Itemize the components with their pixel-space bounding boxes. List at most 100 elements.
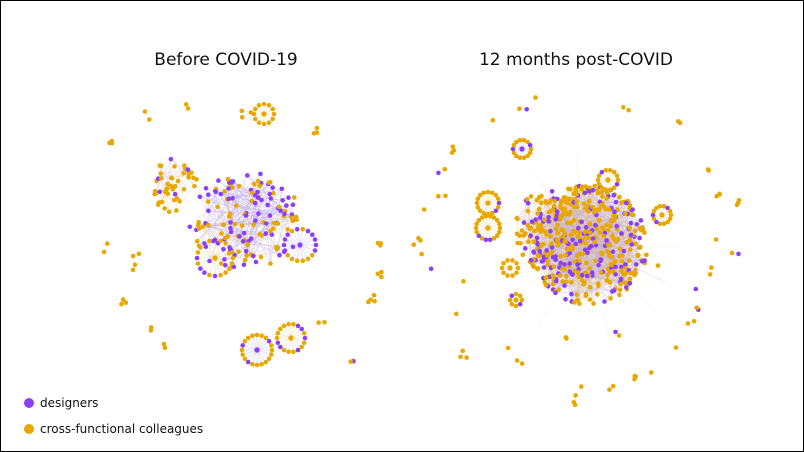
- designer-node: [537, 248, 542, 254]
- colleague-node: [519, 228, 525, 233]
- colleague-node: [230, 255, 236, 261]
- network-edge: [225, 237, 248, 245]
- designer-node: [612, 209, 617, 215]
- colleague-node: [550, 282, 556, 287]
- designer-node: [245, 173, 250, 178]
- designer-node: [202, 241, 207, 246]
- colleague-node: [717, 192, 722, 197]
- designer-node: [611, 288, 617, 293]
- colleague-node: [526, 239, 531, 244]
- colleague-node: [564, 211, 569, 217]
- colleague-node: [555, 222, 561, 228]
- network-edge: [614, 194, 632, 224]
- colleague-node: [633, 267, 638, 273]
- designer-node: [313, 242, 319, 248]
- colleague-node: [623, 211, 628, 216]
- designer-node: [736, 251, 741, 257]
- colleague-node: [223, 270, 228, 275]
- colleague-node: [539, 193, 544, 199]
- colleague-node: [505, 258, 510, 263]
- colleague-node: [162, 206, 167, 211]
- network-edge: [299, 229, 304, 246]
- colleague-node: [525, 208, 531, 214]
- network-edge: [578, 203, 585, 270]
- designer-node: [258, 171, 263, 177]
- colleague-node: [454, 311, 459, 317]
- designer-node: [619, 264, 624, 270]
- designer-node: [584, 273, 590, 279]
- colleague-node: [418, 238, 423, 243]
- designer-node: [550, 254, 556, 260]
- colleague-node: [538, 200, 544, 205]
- colleague-node: [300, 258, 306, 264]
- network-edge: [291, 244, 301, 260]
- colleague-node: [574, 199, 579, 204]
- colleague-node: [607, 187, 613, 192]
- colleague-node: [566, 196, 572, 202]
- colleague-node: [632, 272, 637, 278]
- network-edge: [585, 249, 642, 261]
- colleague-node: [532, 228, 537, 234]
- network-edge: [607, 243, 641, 248]
- network-edge: [208, 201, 247, 252]
- designer-node: [168, 156, 174, 162]
- designer-node: [197, 194, 203, 200]
- designer-node: [634, 262, 639, 267]
- colleague-node: [571, 228, 576, 234]
- colleague-node: [517, 155, 523, 161]
- colleague-node: [601, 203, 606, 209]
- colleague-node: [615, 236, 621, 242]
- colleague-node: [611, 185, 617, 191]
- colleague-node: [601, 233, 606, 239]
- network-edge: [540, 213, 567, 277]
- colleague-node: [181, 170, 186, 176]
- colleague-node: [305, 256, 311, 262]
- network-edge: [539, 200, 562, 229]
- colleague-node: [521, 137, 527, 143]
- colleague-node: [105, 241, 110, 246]
- designer-node: [265, 202, 271, 208]
- colleague-node: [622, 280, 627, 285]
- network-edge: [525, 200, 527, 234]
- colleague-node: [519, 297, 525, 303]
- designer-node: [554, 209, 560, 215]
- colleague-node: [120, 297, 126, 302]
- network-edge: [566, 222, 569, 244]
- colleague-node: [240, 352, 245, 357]
- network-edge: [161, 178, 176, 195]
- network-edge: [562, 201, 617, 282]
- colleague-node: [542, 217, 547, 223]
- network-edge: [156, 172, 184, 194]
- colleague-node: [583, 240, 588, 246]
- network-edge: [582, 280, 611, 299]
- designer-node: [590, 187, 596, 193]
- network-edge: [532, 230, 636, 264]
- colleague-node: [531, 264, 536, 270]
- colleague-node: [301, 340, 307, 346]
- colleague-node: [479, 215, 485, 220]
- designer-node: [613, 264, 618, 270]
- designer-node: [549, 245, 555, 250]
- colleague-node: [517, 106, 522, 112]
- colleague-node: [136, 251, 142, 257]
- network-edge: [568, 209, 633, 267]
- network-edge: [154, 178, 162, 192]
- colleague-node: [555, 243, 561, 248]
- designer-node: [546, 215, 551, 220]
- network-edge: [552, 200, 555, 276]
- colleague-node: [587, 185, 592, 191]
- designer-node: [537, 215, 543, 221]
- designer-node: [223, 262, 228, 268]
- colleague-node: [607, 280, 613, 285]
- network-edge: [517, 203, 529, 220]
- colleague-node: [552, 198, 557, 204]
- network-edge: [571, 283, 599, 295]
- network-edge: [170, 158, 189, 175]
- colleague-node: [707, 272, 713, 277]
- designer-node: [638, 218, 644, 223]
- designer-node: [282, 248, 288, 253]
- designer-node: [185, 167, 191, 172]
- colleague-node: [261, 101, 267, 107]
- network-edge: [214, 243, 226, 259]
- colleague-node: [130, 253, 136, 259]
